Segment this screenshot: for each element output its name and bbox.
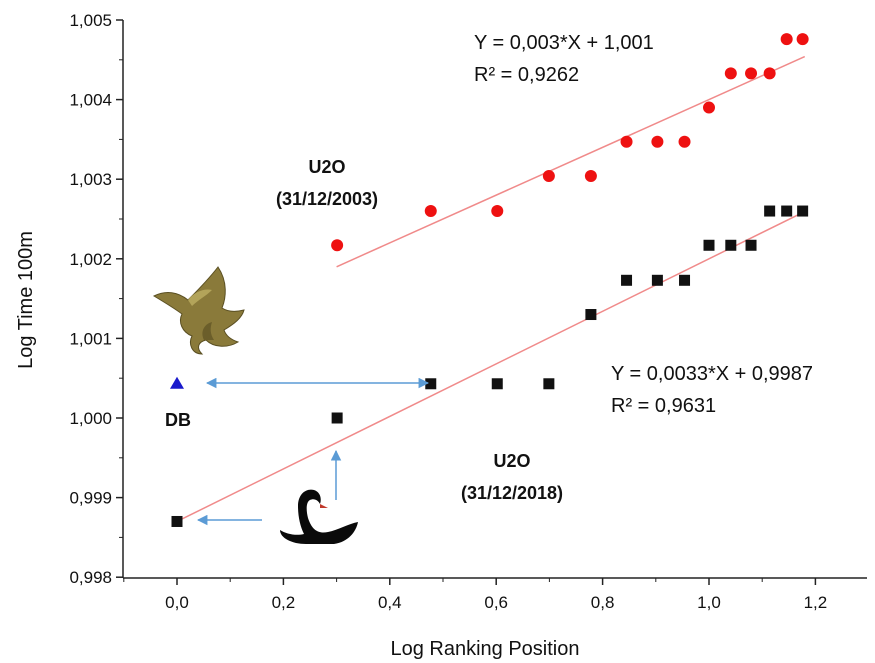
data-point-series-0	[542, 170, 555, 183]
data-point-series-1	[679, 274, 691, 286]
y-tick-label: 1,004	[69, 91, 112, 110]
data-point-series-0	[724, 67, 737, 80]
data-point-series-1	[543, 378, 555, 390]
data-point-series-1	[585, 309, 597, 321]
series-label-2018-line2: (31/12/2018)	[461, 483, 563, 503]
equation-2003-formula: Y = 0,003*X + 1,001	[474, 32, 654, 54]
data-point-series-0	[584, 170, 597, 183]
data-point-series-1	[745, 239, 757, 251]
data-point-series-1	[651, 274, 663, 286]
data-point-series-1	[621, 274, 633, 286]
series-label-2003: U2O (31/12/2003)	[276, 157, 378, 209]
dragon-icon	[152, 266, 245, 355]
x-tick-label: 0,2	[272, 593, 296, 612]
equation-2018-r2: R² = 0,9631	[611, 395, 716, 417]
series-label-db: DB	[165, 410, 191, 430]
x-tick-label: 1,0	[697, 593, 721, 612]
data-point-series-1	[797, 205, 809, 217]
data-point-series-1	[331, 412, 343, 424]
fit-line-series-0	[336, 55, 806, 268]
data-point-series-0	[620, 135, 633, 148]
data-point-series-1	[725, 239, 737, 251]
data-point-series-0	[491, 205, 504, 218]
equation-2018: Y = 0,0033*X + 0,9987 R² = 0,9631	[611, 363, 813, 417]
data-point-series-1	[764, 205, 776, 217]
data-point-series-0	[678, 135, 691, 148]
x-ticks: 0,0 0,2 0,4 0,6 0,8 1,0 1,2	[123, 578, 828, 612]
series-label-2003-line1: U2O	[308, 157, 345, 177]
x-axis-title: Log Ranking Position	[390, 638, 579, 660]
y-tick-label: 0,998	[69, 568, 112, 587]
data-point-series-0	[331, 239, 344, 252]
equation-2003-r2: R² = 0,9262	[474, 64, 579, 86]
x-tick-label: 0,8	[591, 593, 615, 612]
y-tick-label: 1,000	[69, 409, 112, 428]
equation-2003: Y = 0,003*X + 1,001 R² = 0,9262	[474, 32, 654, 86]
equation-2018-formula: Y = 0,0033*X + 0,9987	[611, 363, 813, 385]
series-label-2018: U2O (31/12/2018)	[461, 451, 563, 503]
data-point-series-0	[796, 33, 809, 46]
data-point-series-0	[745, 67, 758, 80]
data-point-series-1	[171, 515, 183, 527]
y-axis-title: Log Time 100m	[15, 231, 37, 369]
y-ticks: 0,998 0,999 1,000 1,001 1,002 1,003 1,004 1,005	[69, 11, 123, 587]
y-tick-label: 1,005	[69, 11, 112, 30]
data-points	[170, 33, 809, 527]
x-tick-label: 0,0	[165, 593, 189, 612]
series-label-2003-line2: (31/12/2003)	[276, 189, 378, 209]
x-tick-label: 1,2	[804, 593, 828, 612]
data-point-series-1	[425, 378, 437, 390]
data-point-series-0	[763, 67, 776, 80]
fit-lines	[176, 55, 806, 523]
series-label-2018-line1: U2O	[493, 451, 530, 471]
data-point-series-0	[780, 33, 793, 46]
black-swan-icon	[280, 489, 358, 544]
y-tick-label: 1,001	[69, 329, 112, 348]
x-tick-label: 0,6	[484, 593, 508, 612]
data-point-series-0	[703, 101, 715, 114]
data-point-series-1	[491, 378, 503, 390]
data-point-series-1	[781, 205, 793, 217]
y-tick-label: 0,999	[69, 489, 112, 508]
y-tick-label: 1,002	[69, 250, 112, 269]
fit-line-series-1	[176, 210, 806, 523]
x-tick-label: 0,4	[378, 593, 402, 612]
data-point-series-1	[703, 239, 715, 251]
annotation-arrows	[196, 377, 430, 526]
data-point-series-0	[651, 135, 664, 148]
data-point-series-0	[424, 205, 437, 218]
y-tick-label: 1,003	[69, 170, 112, 189]
data-point-series-2	[170, 376, 184, 389]
